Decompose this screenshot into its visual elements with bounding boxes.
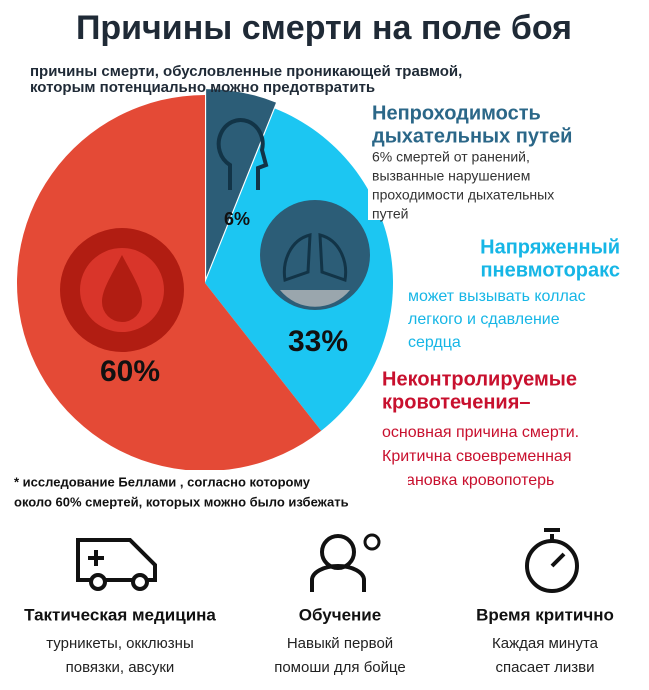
feature-text: Каждая минута — [492, 635, 599, 652]
lungs-icon — [260, 200, 370, 310]
feature-text: спасает лизви — [495, 659, 594, 676]
footnote: * исследование Беллами , согласно которо… — [14, 474, 311, 489]
feature-text: Навыкй первой — [287, 635, 393, 652]
callout-heading: Неконтролируемые — [382, 368, 577, 390]
stopwatch-icon — [544, 528, 566, 568]
title: Причины смерти на поле боя — [76, 9, 572, 47]
footnote-bg — [8, 470, 408, 514]
feature-text: турникеты, окклюзны — [46, 635, 194, 652]
callout-text: сердца — [408, 334, 461, 351]
feature-title: Обучение — [299, 605, 381, 624]
callout-text: путей — [372, 206, 408, 222]
value-label: 60% — [100, 355, 160, 388]
subtitle: которым потенциально можно предотвратить — [30, 79, 375, 96]
person-icon — [320, 534, 356, 570]
lungs-icon — [282, 233, 348, 283]
callout-heading: пневмоторакс — [480, 259, 620, 281]
blood-icon — [102, 255, 142, 322]
ambulance-icon — [88, 550, 104, 566]
bulb-icon — [363, 533, 381, 551]
callout-text: легкого и сдавление — [408, 311, 560, 328]
value-label: 6% — [224, 209, 250, 229]
callout-heading: кровотечения– — [382, 391, 531, 413]
callout-text: проходимости дыхательных — [372, 187, 554, 203]
feature-text: повязки, авсуки — [66, 659, 175, 676]
callout-heading: Непроходимость — [372, 102, 541, 124]
callout-text: может вызывать коллас — [408, 288, 586, 305]
callout-heading: дыхательных путей — [372, 125, 572, 147]
callout-bg — [368, 100, 624, 220]
callout-heading: Напряженный — [480, 236, 620, 258]
lungs-icon — [280, 290, 350, 307]
value-label: 33% — [288, 325, 348, 358]
pie-slice — [206, 89, 277, 278]
ambulance-icon — [89, 573, 107, 591]
callout-text: вызванные нарушением — [372, 168, 530, 184]
person-icon — [310, 564, 366, 592]
callout-text: основная причина смерти. — [382, 424, 579, 441]
callout-text: остановка кровопотерь — [382, 472, 554, 489]
ambulance-icon — [76, 538, 157, 582]
callout-text: 6% смертей от ранений, — [372, 149, 530, 165]
feature-title: Тактическая медицина — [24, 605, 216, 624]
icons — [60, 118, 370, 352]
feature-text: помоши для бойце — [274, 659, 406, 676]
ambulance-icon — [131, 573, 149, 591]
subtitle: причины смерти, обусловленные проникающе… — [30, 63, 462, 80]
footnote: около 60% смертей, которых можно было из… — [14, 494, 349, 509]
head-icon — [216, 118, 269, 190]
feature-icons — [76, 528, 579, 593]
callout-text: Критична своевременная — [382, 448, 571, 465]
feature-title: Время критично — [476, 605, 614, 624]
